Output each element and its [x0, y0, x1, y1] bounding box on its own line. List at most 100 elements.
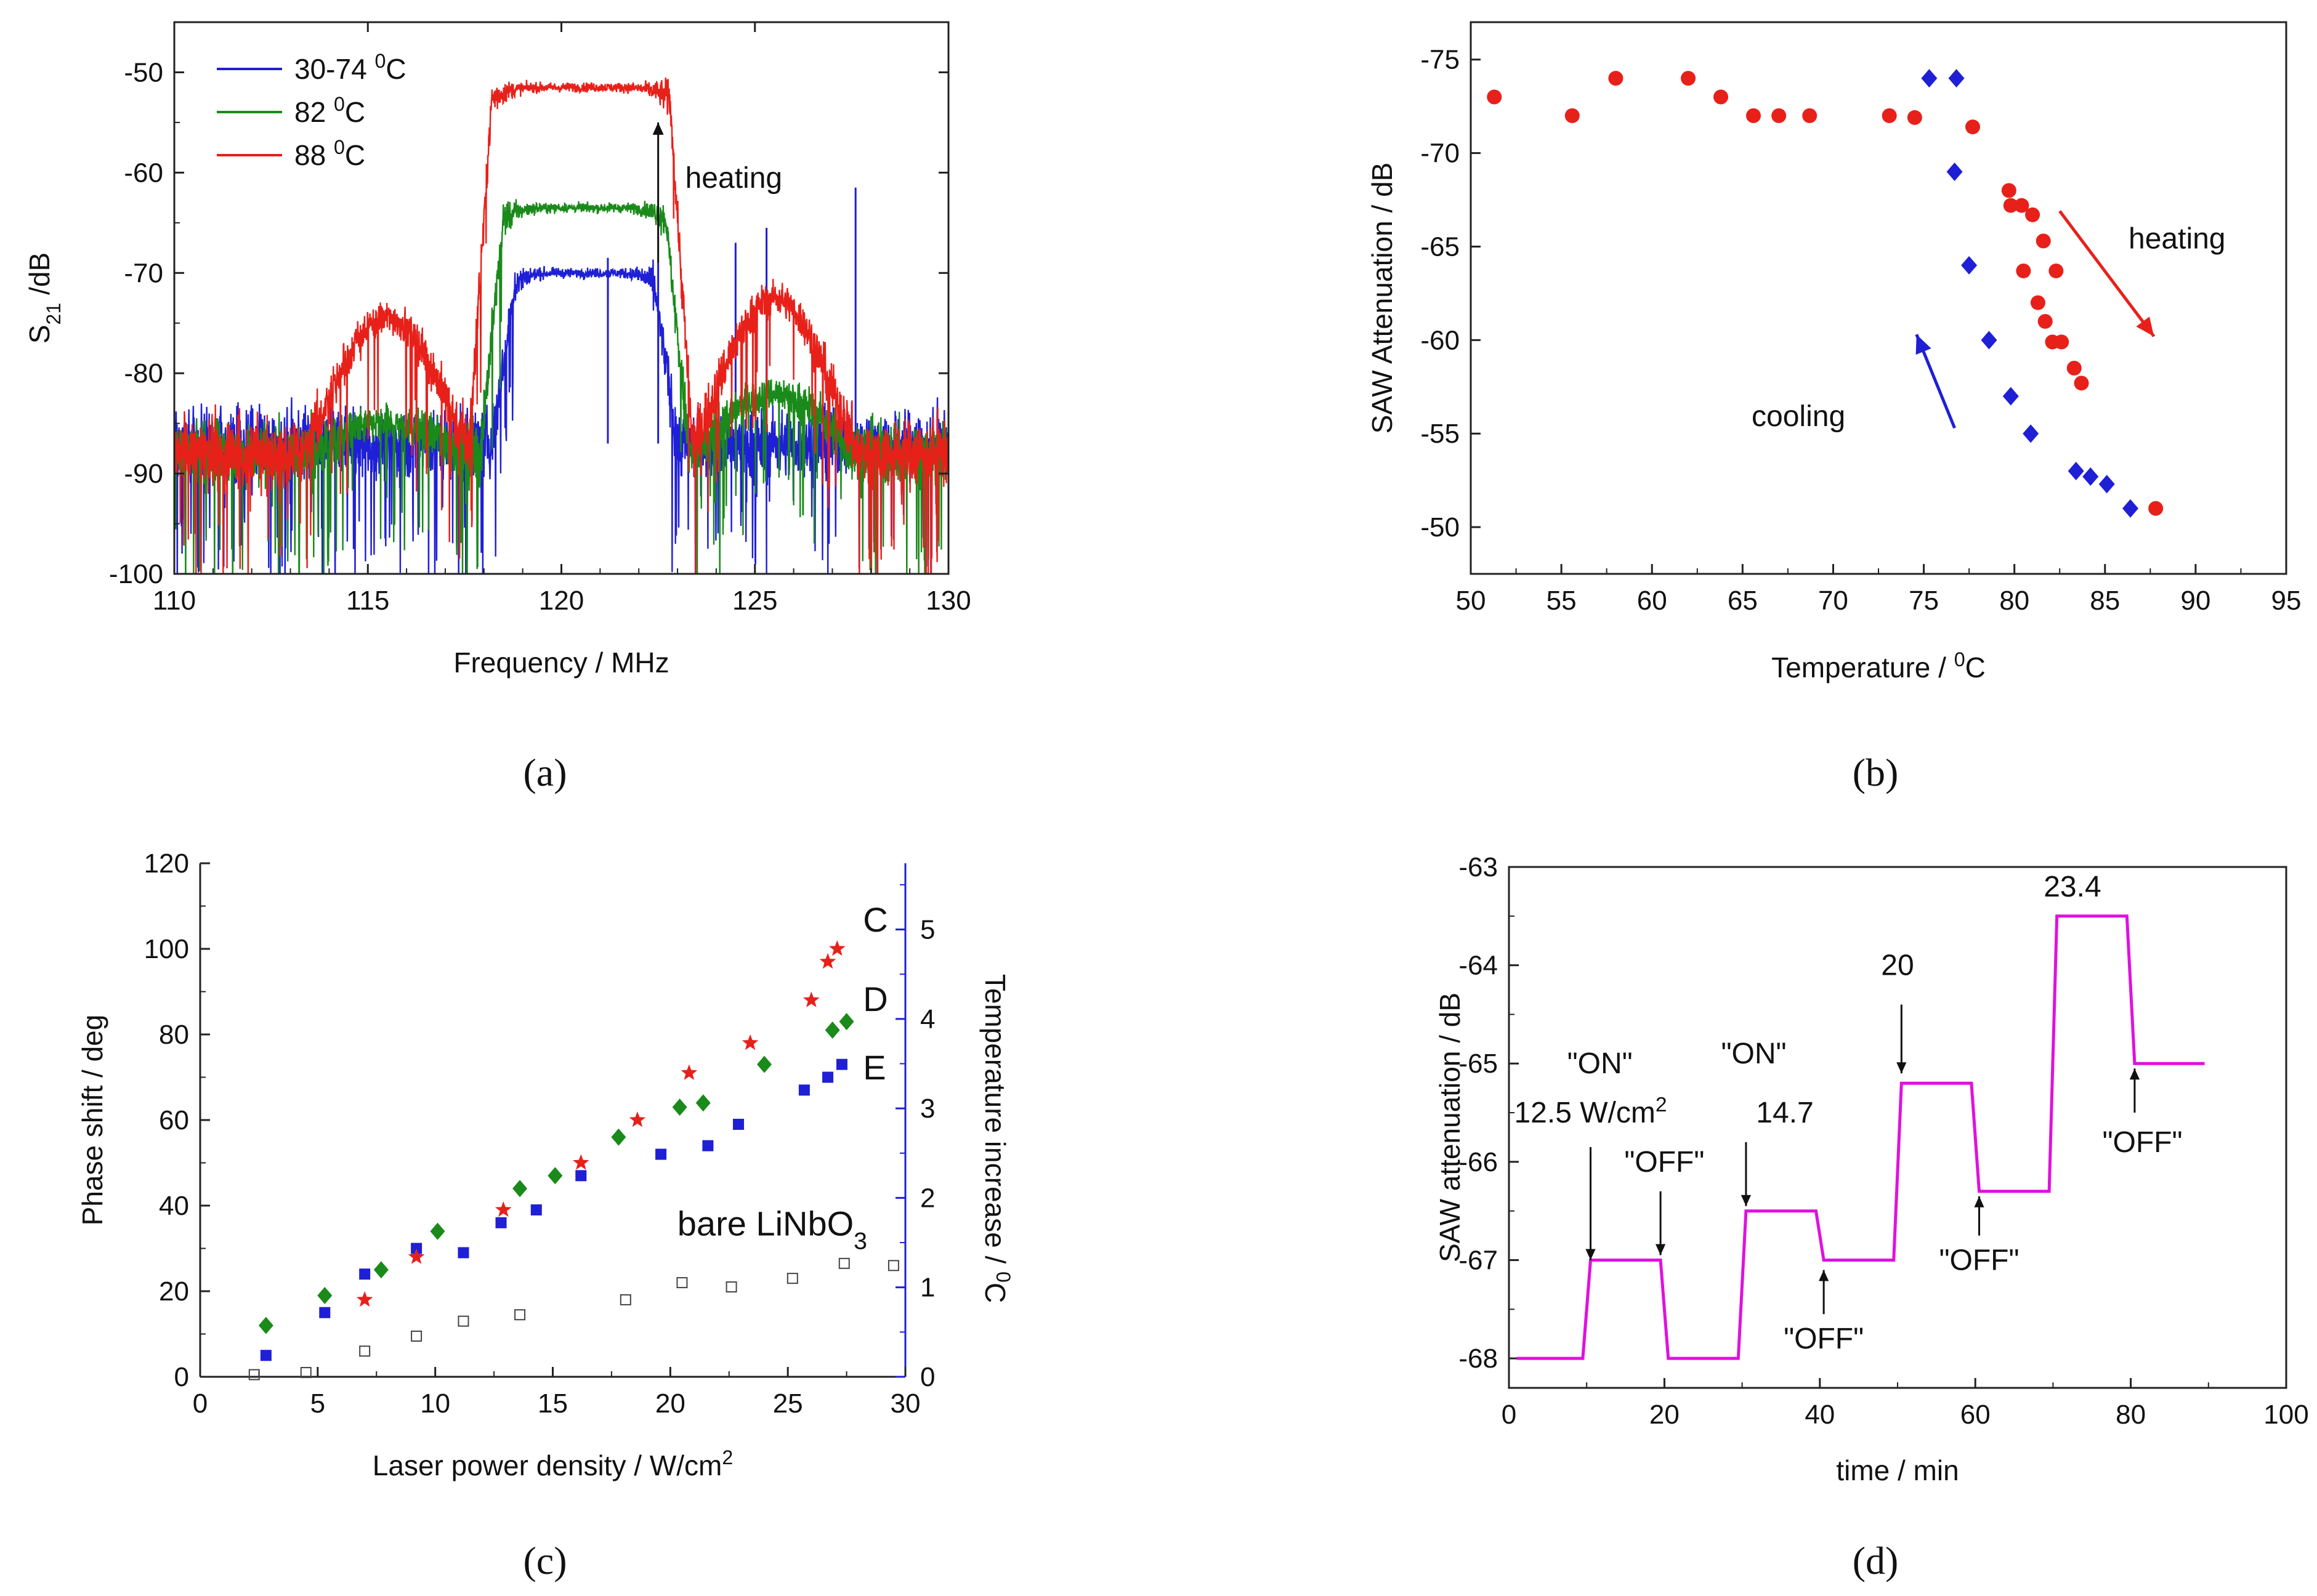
b-point-heating [2014, 198, 2029, 213]
legend-label-3: 88 0C [294, 136, 365, 171]
c-y-tick-label: 40 [159, 1191, 189, 1221]
c-x-axis-label: Laser power density / W/cm2 [373, 1446, 733, 1481]
c-point-open-square [300, 1367, 312, 1379]
c-y-tick-label: 100 [144, 934, 189, 964]
c-point-diamond [548, 1167, 563, 1185]
d-arrow-7-head [2129, 1068, 2140, 1080]
b-point-cooling [2023, 424, 2039, 443]
panel-b-label: (b) [1853, 751, 1899, 794]
c-point-diamond [672, 1098, 687, 1116]
c-point-diamond [258, 1316, 273, 1334]
d-y-tick-label: -64 [1458, 951, 1498, 981]
d-x-tick-label: 0 [1502, 1400, 1516, 1430]
heating-annotation: heating [685, 162, 782, 195]
b-x-tick-label: 50 [1456, 586, 1486, 616]
c-point-diamond [839, 1013, 854, 1031]
c-x-tick-label: 20 [655, 1388, 685, 1419]
legend-label-2: 82 0C [294, 93, 365, 128]
c-y2-tick-label: 2 [920, 1183, 935, 1213]
legend-label-1: 30-74 0C [294, 50, 406, 85]
c-point-square [798, 1084, 810, 1096]
c-x-tick-label: 10 [420, 1388, 450, 1419]
d-arrow-1-head [1585, 1249, 1596, 1260]
a-y-tick-label: -50 [124, 57, 163, 87]
b-x-tick-label: 75 [1909, 586, 1939, 616]
b-point-heating [1882, 108, 1897, 123]
c-point-square [575, 1170, 587, 1182]
c-point-open-square [726, 1281, 737, 1293]
c-point-star [803, 991, 820, 1007]
d-arrow-6-head [1974, 1196, 1984, 1207]
d-y-tick-label: -63 [1458, 852, 1498, 882]
d-power-label-2: 14.7 [1756, 1097, 1813, 1129]
c-y2-tick-label: 5 [920, 915, 935, 945]
panel-a-label: (a) [523, 751, 567, 794]
c-y2-tick-label: 1 [920, 1273, 935, 1303]
c-point-diamond [512, 1180, 528, 1198]
d-x-tick-label: 100 [2263, 1400, 2308, 1430]
c-y-tick-label: 120 [144, 848, 189, 879]
d-off-label-4: "OFF" [2102, 1126, 2182, 1159]
b-x-tick-label: 65 [1728, 586, 1758, 616]
b-heating-annotation: heating [2129, 223, 2225, 256]
b-point-heating [2030, 295, 2045, 310]
c-point-square [655, 1148, 667, 1160]
b-point-heating [1681, 71, 1696, 86]
b-point-cooling [1946, 162, 1963, 181]
b-x-axis-label: Temperature / 0C [1771, 648, 1986, 683]
a-x-tick-label: 120 [539, 586, 584, 616]
c-point-square [702, 1140, 714, 1151]
panel-d: 0 20 40 60 80 100 -68 -67 -66 -65 -64 -63 time / min… [1434, 852, 2309, 1582]
b-point-heating [1802, 108, 1818, 123]
b-point-heating [1907, 110, 1922, 125]
c-point-open-square [248, 1369, 260, 1380]
c-y-axis-label: Phase shift / deg [76, 1015, 108, 1226]
a-y-tick-label: -80 [124, 358, 163, 389]
c-point-open-square [676, 1277, 688, 1289]
c-point-diamond [430, 1222, 445, 1240]
c-point-diamond [317, 1286, 333, 1304]
heating-arrow-head [652, 122, 664, 135]
c-y-tick-label: 60 [159, 1105, 189, 1135]
b-x-tick-label: 95 [2271, 586, 2302, 616]
d-arrow-4-head [1819, 1270, 1829, 1281]
b-x-tick-label: 80 [1999, 586, 2029, 616]
b-heating-arrow-head [2136, 316, 2154, 337]
c-point-star [495, 1201, 512, 1217]
b-point-cooling [2068, 461, 2084, 480]
a-x-tick-label: 110 [153, 586, 196, 616]
c-y-tick-label: 0 [174, 1362, 189, 1392]
c-point-star [629, 1111, 646, 1127]
d-off-label-2: "OFF" [1784, 1323, 1864, 1355]
b-point-cooling [2082, 467, 2099, 486]
c-point-diamond [757, 1055, 772, 1073]
c-point-square [733, 1118, 745, 1130]
c-point-square [319, 1307, 331, 1318]
a-y-axis-label: S21 /dB [23, 252, 65, 344]
b-x-tick-label: 55 [1547, 586, 1577, 616]
c-series-label-bare: bare LiNbO3 [677, 1204, 867, 1255]
b-point-heating [2003, 198, 2018, 213]
d-x-tick-label: 40 [1805, 1400, 1835, 1430]
d-on-label-1: "ON" [1567, 1047, 1633, 1080]
panel-a: 110 115 120 125 130 -100 -90 -80 -70 -60 -50 Freque… [23, 21, 971, 794]
b-y-tick-label: -50 [1420, 512, 1460, 542]
c-point-star [742, 1034, 759, 1050]
series-line-2 [174, 199, 948, 574]
c-y2-tick-label: 0 [920, 1362, 935, 1392]
c-y2-axis-label: Temperature increase / 0C [979, 974, 1014, 1303]
b-point-heating [2054, 334, 2069, 350]
b-point-cooling [1961, 256, 1978, 275]
b-point-heating [1487, 89, 1502, 105]
a-y-tick-label: -60 [124, 158, 163, 188]
a-x-tick-label: 125 [732, 586, 777, 616]
a-x-tick-label: 130 [926, 586, 971, 616]
b-y-tick-label: -65 [1420, 232, 1460, 262]
c-point-diamond [611, 1128, 626, 1146]
c-point-open-square [888, 1260, 899, 1272]
d-off-label-1: "OFF" [1624, 1146, 1704, 1179]
b-point-heating [2148, 501, 2164, 516]
d-series-line [1516, 914, 2205, 1360]
c-point-star [356, 1291, 373, 1307]
